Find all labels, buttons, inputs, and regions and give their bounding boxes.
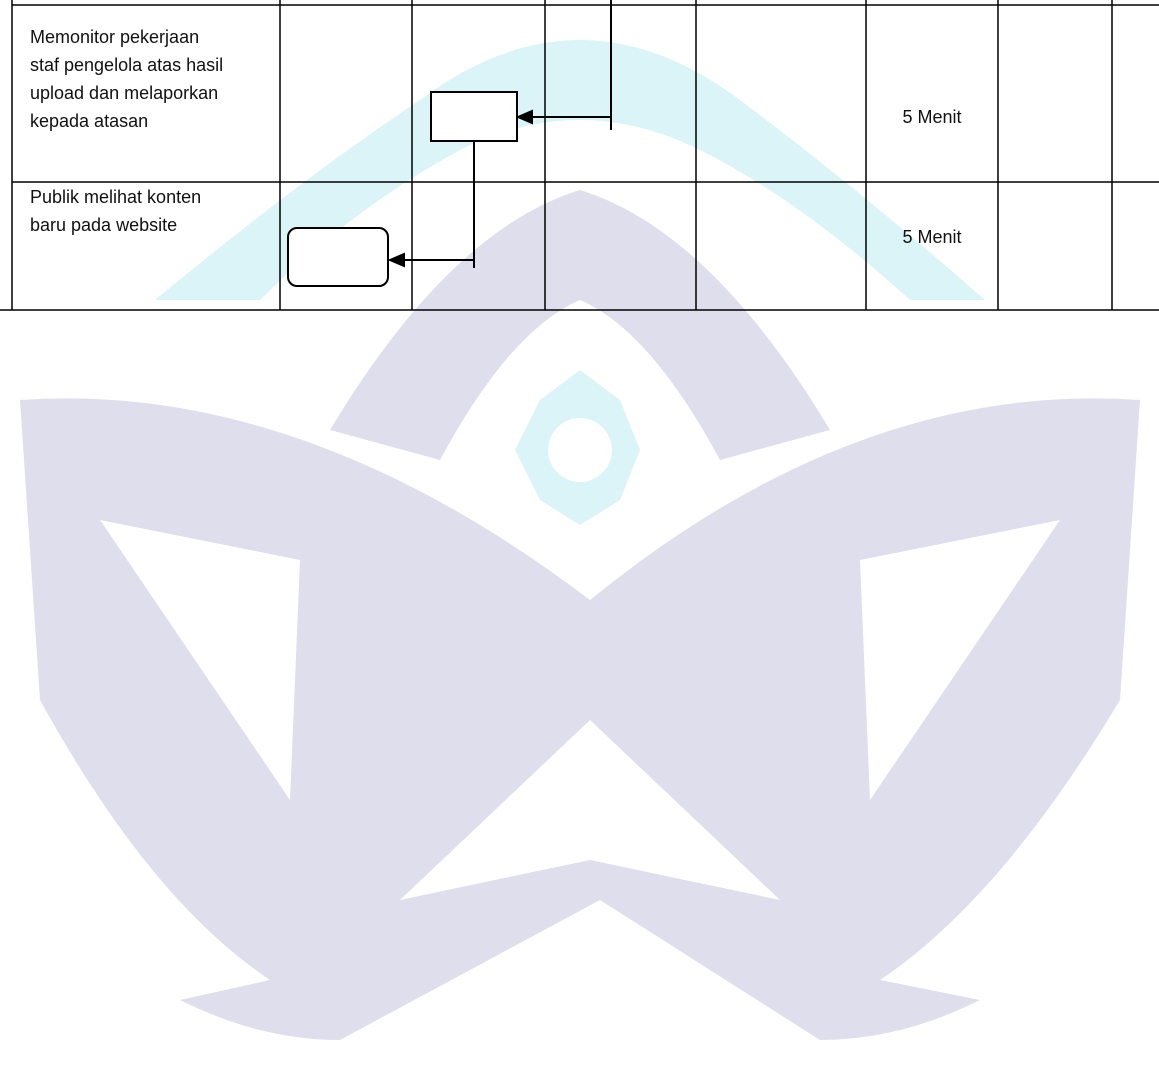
table-text: Memonitor pekerjaan staf pengelola atas h…: [30, 27, 962, 247]
watermark: [20, 40, 1140, 1040]
description-line: kepada atasan: [30, 111, 148, 131]
description-line: Memonitor pekerjaan: [30, 27, 199, 47]
time-cell: 5 Menit: [902, 107, 961, 127]
description-line: staf pengelola atas hasil: [30, 55, 223, 75]
description-line: upload dan melaporkan: [30, 83, 218, 103]
description-line: baru pada website: [30, 215, 177, 235]
time-cell: 5 Menit: [902, 227, 961, 247]
table-grid: [0, 0, 1159, 311]
description-line: Publik melihat konten: [30, 187, 201, 207]
flowchart: [287, 0, 612, 287]
